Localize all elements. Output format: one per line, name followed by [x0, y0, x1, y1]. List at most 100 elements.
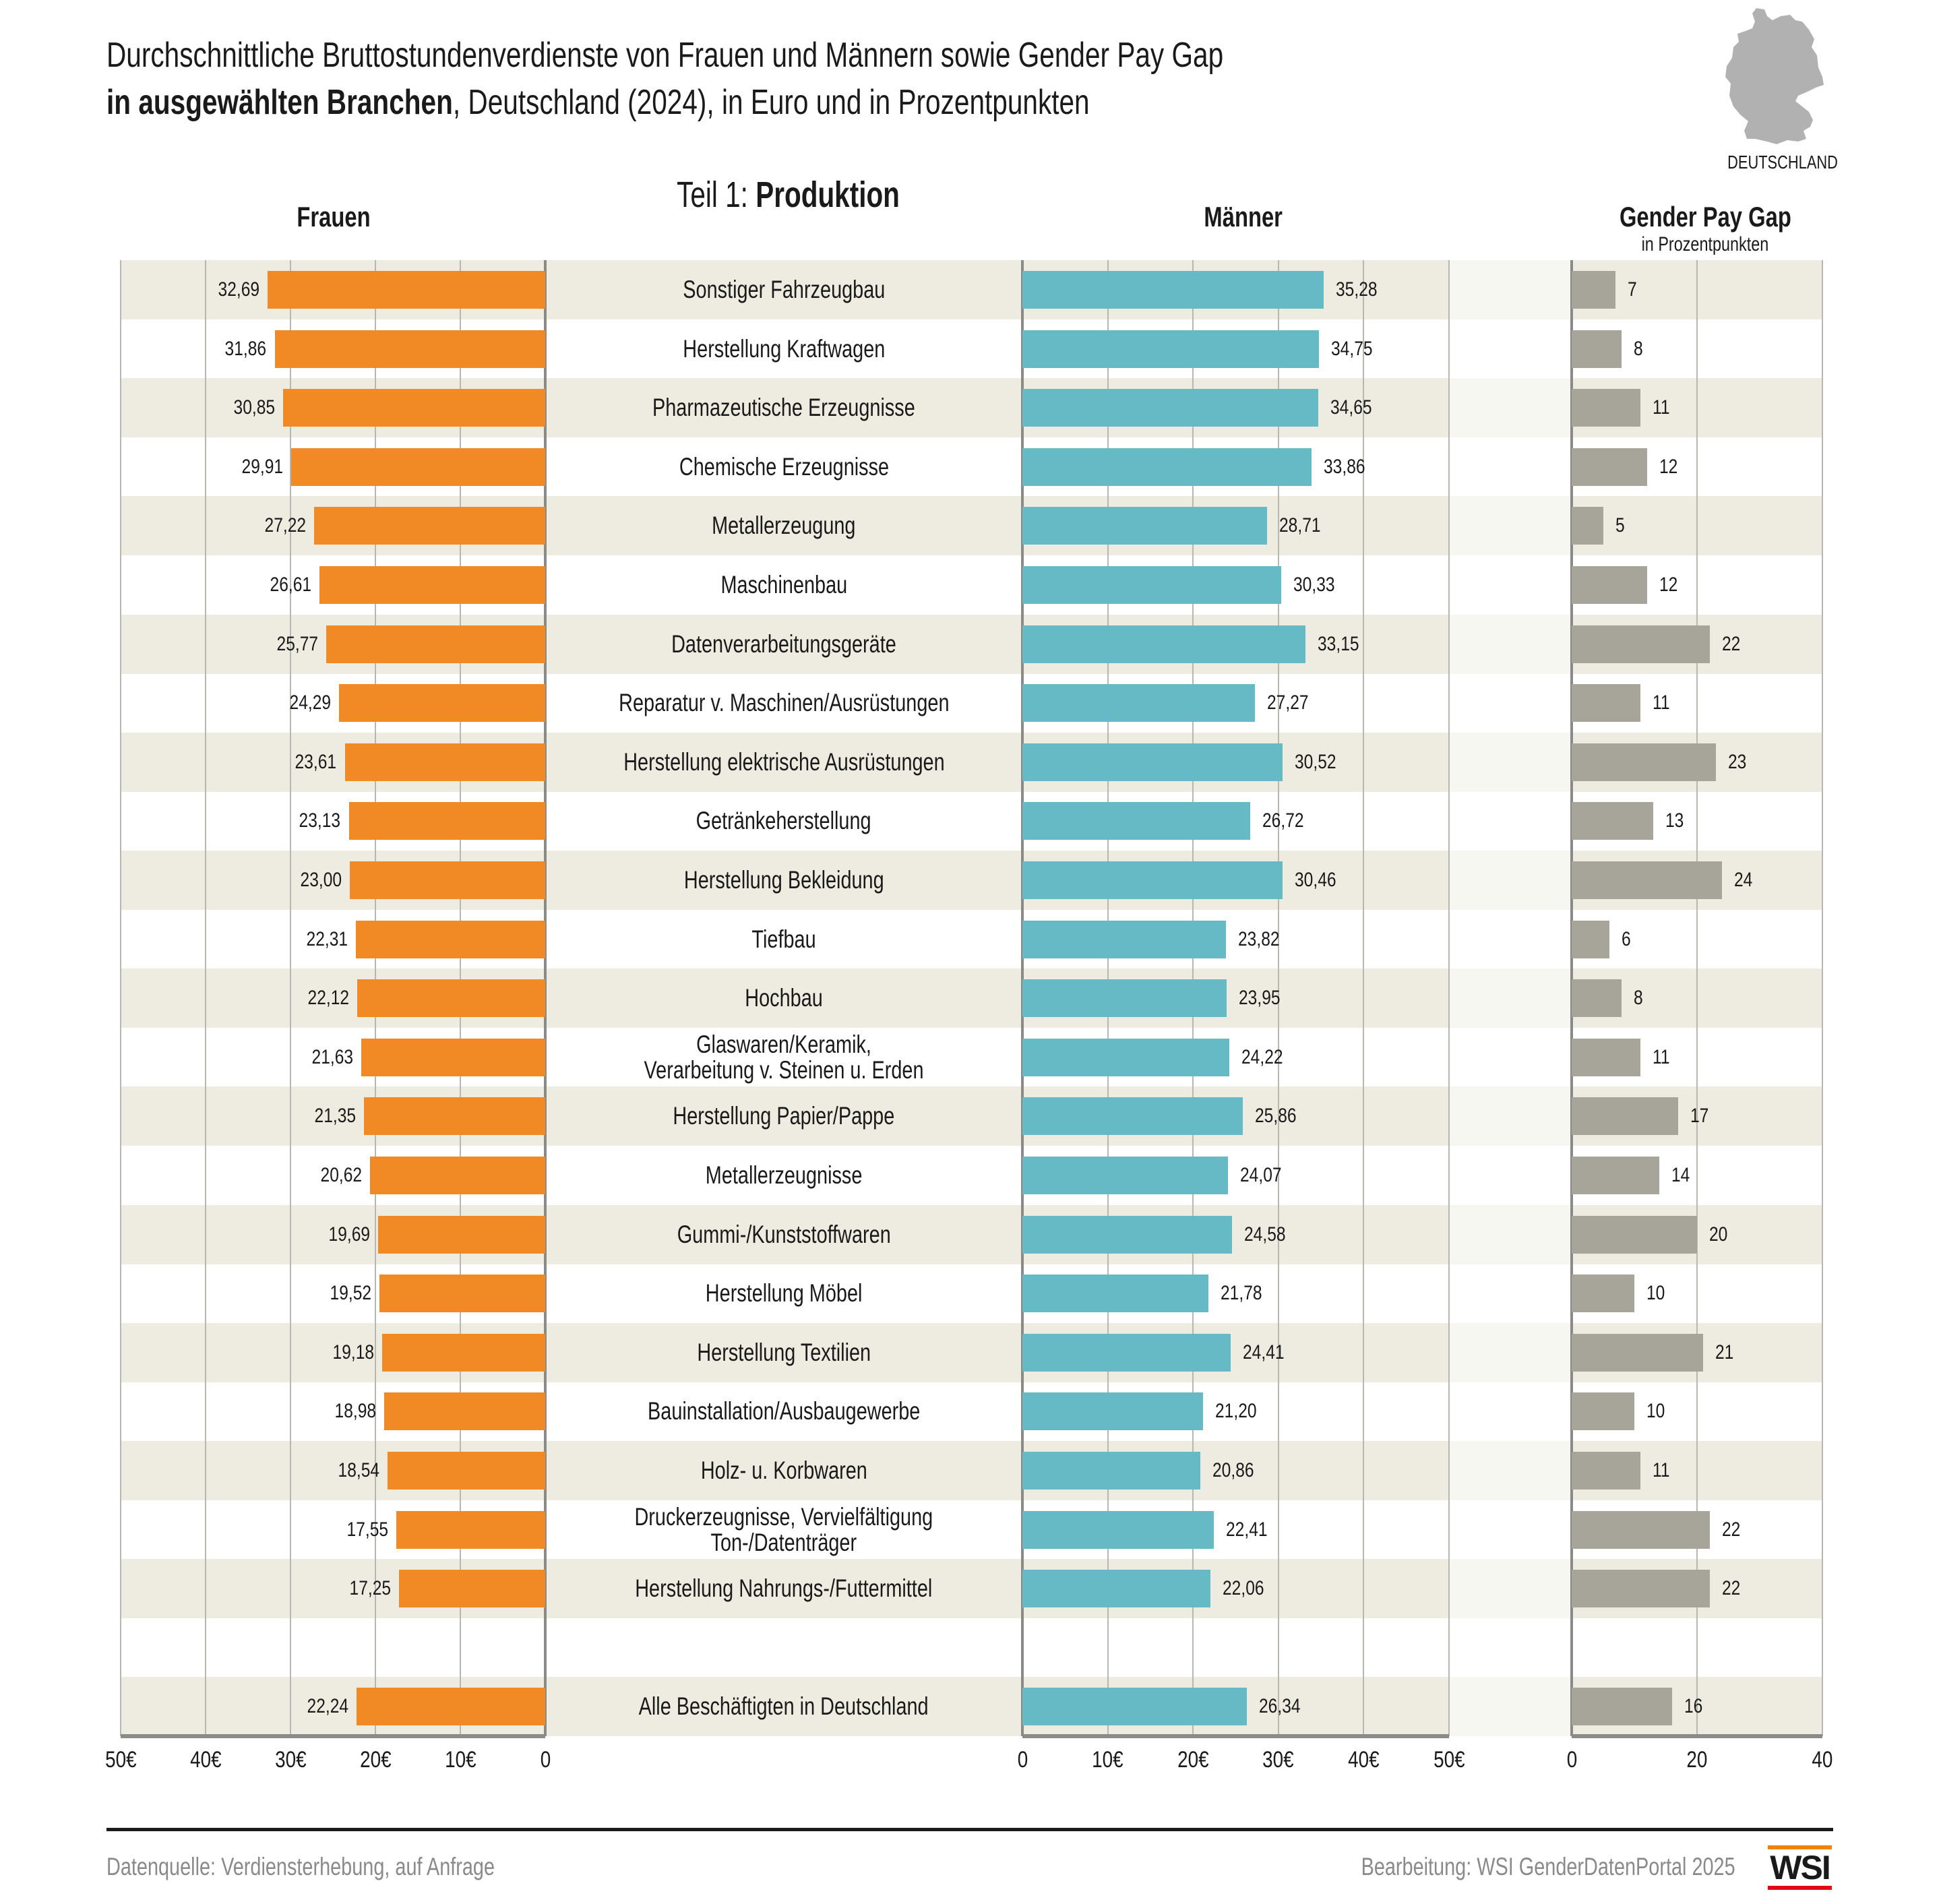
category-text: Alle Beschäftigten in Deutschland [639, 1692, 929, 1721]
bar-frauen [274, 330, 545, 368]
category-label: Chemische Erzeugnisse [545, 437, 1022, 497]
bar-maenner [1022, 1097, 1243, 1136]
value-text: 17,55 [346, 1518, 388, 1541]
value-label-frauen: 19,69 [237, 1205, 370, 1264]
bar-maenner [1022, 802, 1251, 840]
value-label-gpg: 12 [1659, 437, 1682, 497]
row-stripe [121, 1441, 1449, 1500]
row-stripe-gap [1449, 1559, 1572, 1619]
category-text: Gummi-/Kunststoffwaren [677, 1220, 891, 1248]
value-text: 26,61 [270, 574, 311, 596]
value-label-frauen: 23,00 [208, 851, 342, 910]
data-source: Datenquelle: Verdiensterhebung, auf Anfr… [106, 1853, 495, 1880]
bar-gpg [1572, 1510, 1710, 1549]
gridline-frauen [120, 260, 121, 1736]
bar-frauen [350, 861, 545, 899]
total-value-label-gpg: 16 [1684, 1677, 1706, 1736]
row-stripe-gap [1449, 1441, 1572, 1500]
tick-text: 50€ [104, 1747, 137, 1773]
column-header-frauen: Frauen [297, 201, 371, 233]
bar-maenner [1022, 1570, 1211, 1608]
value-label-frauen: 20,62 [228, 1146, 363, 1205]
title-bold-part: in ausgewählten Branchen [106, 83, 453, 122]
value-label-frauen: 18,54 [246, 1441, 380, 1500]
value-text: 22,24 [307, 1695, 348, 1718]
bar-gpg [1572, 1097, 1679, 1136]
category-label: Bauinstallation/Ausbaugewerbe [545, 1382, 1022, 1441]
value-text: 12 [1659, 574, 1677, 596]
tick-label-frauen: 30€ [250, 1747, 331, 1773]
section-bold: Produktion [756, 175, 900, 215]
category-text: Bauinstallation/Ausbaugewerbe [647, 1397, 921, 1425]
value-text: 18,98 [334, 1400, 376, 1423]
value-label-maenner: 22,06 [1223, 1559, 1273, 1618]
category-text: Herstellung Möbel [705, 1279, 863, 1308]
value-label-gpg: 22 [1722, 615, 1744, 674]
value-text: 20,62 [320, 1164, 363, 1186]
value-text: 27,22 [264, 514, 307, 537]
row-stripe-gap [1449, 614, 1572, 674]
value-label-gpg: 11 [1653, 673, 1673, 733]
value-text: 21,63 [311, 1045, 354, 1068]
value-text: 21,35 [314, 1105, 356, 1128]
value-label-gpg: 8 [1634, 319, 1645, 379]
value-label-gpg: 10 [1646, 1382, 1669, 1441]
value-text: 16 [1684, 1695, 1703, 1718]
tick-label-gpg: 40 [1782, 1747, 1863, 1773]
value-label-maenner: 30,52 [1295, 733, 1345, 792]
category-text: Metallerzeugnisse [705, 1161, 863, 1189]
category-label: Reparatur v. Maschinen/Ausrüstungen [545, 673, 1022, 733]
bar-frauen [319, 566, 545, 604]
value-label-frauen: 23,13 [208, 791, 341, 851]
row-stripe-gap [1449, 260, 1572, 319]
bar-frauen [348, 802, 545, 840]
baseline-frauen [121, 1734, 545, 1738]
value-text: 33,15 [1317, 632, 1359, 655]
tick-text: 40€ [189, 1747, 222, 1773]
value-text: 14 [1671, 1164, 1690, 1186]
category-text: Metallerzeugung [712, 512, 856, 540]
row-stripe-gap [1449, 969, 1572, 1028]
category-label: Maschinenbau [545, 555, 1022, 615]
value-label-frauen: 31,86 [133, 319, 267, 379]
value-text: 23,13 [299, 809, 341, 832]
category-label: Herstellung Textilien [545, 1323, 1022, 1382]
value-label-frauen: 32,69 [126, 260, 260, 319]
value-text: 24,29 [289, 692, 331, 714]
tick-text: 50€ [1433, 1747, 1465, 1773]
bar-gpg [1572, 389, 1641, 427]
value-label-maenner: 23,82 [1238, 910, 1289, 969]
value-text: 26,72 [1262, 809, 1304, 832]
value-label-gpg: 7 [1628, 260, 1639, 319]
bar-gpg [1572, 979, 1622, 1018]
value-label-frauen: 24,29 [197, 673, 331, 733]
tick-label-maenner: 50€ [1409, 1747, 1489, 1773]
value-text: 22,06 [1223, 1577, 1264, 1600]
bar-frauen [291, 448, 545, 486]
category-text: Chemische Erzeugnisse [679, 452, 889, 481]
bar-frauen [396, 1510, 545, 1549]
value-text: 11 [1653, 396, 1670, 419]
bar-frauen [283, 389, 545, 427]
gridline-gpg [1696, 260, 1698, 1736]
value-text: 22,31 [306, 927, 348, 950]
value-text: 22,41 [1225, 1518, 1268, 1541]
bar-frauen [398, 1570, 545, 1608]
value-text: 24,22 [1241, 1045, 1283, 1068]
value-label-maenner: 26,72 [1262, 791, 1313, 851]
category-label: Druckerzeugnisse, Vervielfältigung Ton-/… [545, 1500, 1022, 1560]
category-label: Gummi-/Kunststoffwaren [545, 1205, 1022, 1264]
value-label-gpg: 8 [1634, 969, 1645, 1028]
value-label-gpg: 6 [1622, 910, 1633, 969]
value-text: 31,86 [224, 337, 267, 360]
total-category-label: Alle Beschäftigten in Deutschland [545, 1677, 1022, 1736]
baseline-gpg [1572, 1734, 1822, 1738]
value-text: 17 [1690, 1105, 1709, 1128]
total-bar-gpg [1572, 1688, 1672, 1726]
value-text: 5 [1615, 514, 1625, 537]
bar-gpg [1572, 802, 1653, 840]
value-text: 30,46 [1294, 869, 1336, 891]
bar-gpg [1572, 684, 1641, 723]
bar-frauen [268, 271, 545, 309]
